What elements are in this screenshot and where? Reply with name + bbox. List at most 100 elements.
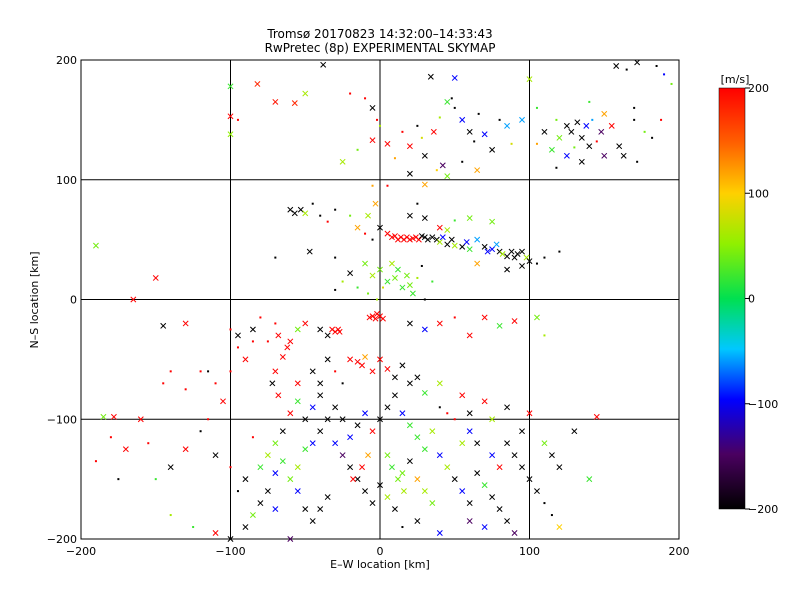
data-point-x [499,251,506,257]
data-point-dot [655,64,658,67]
data-point-dot [266,340,269,343]
data-point-x [336,328,343,335]
data-point-x [421,446,428,453]
data-point-x [474,260,481,267]
data-point-dot [643,130,646,133]
data-point-x [287,206,294,213]
data-point-dot [438,116,441,119]
data-point-dot [473,140,476,143]
data-point-x [339,452,346,459]
data-point-x [496,322,503,329]
data-point-x [227,131,234,138]
data-point-x [377,266,383,273]
data-point-x [466,428,473,435]
data-point-x [287,476,294,483]
data-point-x [182,446,189,453]
data-point-x [362,488,369,495]
colorbar-tick-label: −200 [748,503,778,516]
data-point-x [362,354,369,360]
data-point-x [634,59,641,66]
data-point-x [601,152,608,159]
data-point-x [324,332,331,339]
data-point-x [601,110,608,117]
data-point-x [359,464,366,471]
x-axis-label: E–W location [km] [330,558,430,571]
data-point-x [474,167,481,174]
data-point-x [548,146,555,153]
data-point-x [548,452,555,459]
data-point-dot [381,286,384,289]
data-point-x [369,137,376,144]
data-point-x [526,476,533,483]
data-point-dot [633,118,636,121]
data-point-x [563,152,570,159]
data-point-x [406,320,413,327]
data-point-x [424,236,431,243]
data-point-x [466,128,473,135]
data-point-x [369,428,376,435]
data-point-x [421,389,428,396]
data-point-x [384,452,391,459]
data-point-x [563,122,570,129]
data-point-x [309,518,316,524]
data-point-x [235,332,241,339]
data-point-x [429,234,436,241]
data-point-dot [334,208,337,211]
data-point-x [309,368,316,375]
data-point-x [418,233,425,239]
data-point-x [586,476,593,483]
data-point-x [347,270,354,277]
data-point-x [254,80,261,87]
y-tick-label: 100 [56,174,77,187]
data-point-dot [416,202,419,205]
data-point-dot [162,382,165,385]
data-point-x [294,380,301,387]
data-point-x [369,272,376,279]
data-point-x [302,90,309,97]
data-point-dot [477,112,480,115]
x-tick-label: −200 [66,545,96,558]
data-point-x [608,122,615,129]
data-point-x [362,410,369,417]
data-point-dot [251,340,254,343]
data-point-dot [109,436,112,439]
data-point-dot [274,322,277,325]
data-point-x [372,315,379,322]
data-point-x [272,98,279,105]
data-point-x [369,500,376,507]
data-point-dot [147,442,150,445]
data-point-x [474,470,481,477]
data-point-x [444,241,451,248]
data-point-x [212,530,219,536]
colorbar-ticks: −200 −100 0 100 200 [745,82,778,516]
data-point-dot [416,276,419,279]
data-point-x [466,332,473,339]
data-point-x [377,482,383,489]
data-point-dot [446,412,449,415]
data-point-dot [229,370,232,373]
data-point-x [220,398,226,405]
data-point-x [391,392,398,399]
data-point-x [394,266,401,273]
data-point-x [291,100,298,107]
data-point-dot [341,382,344,385]
data-point-x [167,464,174,471]
data-point-x [339,416,346,423]
data-point-dot [184,388,187,391]
data-point-x [489,416,496,423]
data-point-x [403,272,410,279]
data-point-x [294,398,301,405]
data-point-x [508,248,515,255]
data-point-x [439,234,446,241]
data-point-x [309,440,316,447]
data-point-dot [393,157,396,160]
data-point-x [409,290,416,297]
data-point-x [568,128,575,135]
data-point-x [324,356,331,363]
data-point-x [556,524,563,530]
colorbar-tick-label: 200 [748,82,769,95]
data-point-x [100,413,107,420]
data-point-dot [453,219,456,222]
data-point-x [409,235,416,242]
data-point-x [384,278,391,285]
